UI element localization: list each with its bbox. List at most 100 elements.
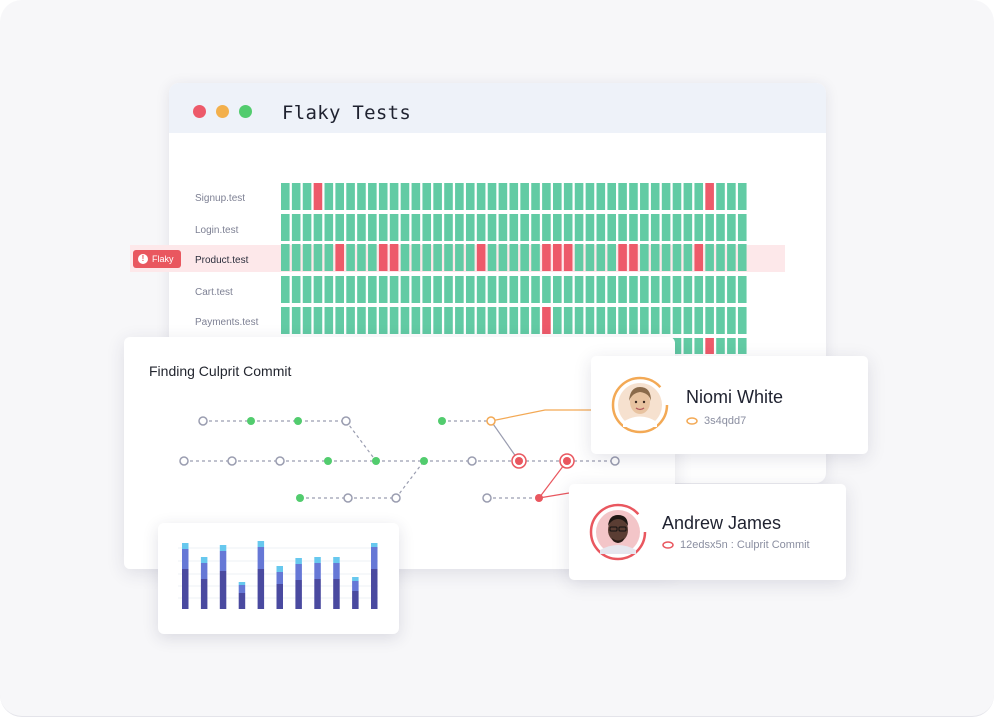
- commit-node[interactable]: [198, 416, 208, 426]
- commit-node[interactable]: [179, 456, 189, 466]
- test-run-fail-cell[interactable]: [563, 244, 573, 271]
- test-run-pass-cell[interactable]: [585, 183, 595, 210]
- test-run-pass-cell[interactable]: [650, 307, 660, 334]
- test-run-pass-cell[interactable]: [368, 214, 377, 241]
- test-run-fail-cell[interactable]: [705, 338, 714, 354]
- test-run-pass-cell[interactable]: [531, 244, 540, 271]
- test-run-pass-cell[interactable]: [585, 214, 595, 241]
- test-run-pass-cell[interactable]: [640, 214, 649, 241]
- test-run-pass-cell[interactable]: [629, 214, 638, 241]
- test-run-pass-cell[interactable]: [727, 214, 736, 241]
- test-run-pass-cell[interactable]: [302, 183, 312, 210]
- test-run-pass-cell[interactable]: [683, 214, 693, 241]
- test-run-pass-cell[interactable]: [313, 307, 323, 334]
- commit-node[interactable]: [391, 493, 401, 503]
- test-run-fail-cell[interactable]: [476, 244, 486, 271]
- test-run-pass-cell[interactable]: [302, 214, 312, 241]
- culprit-node[interactable]: [563, 457, 571, 465]
- test-run-pass-cell[interactable]: [411, 307, 421, 334]
- test-run-pass-cell[interactable]: [324, 244, 334, 271]
- test-run-pass-cell[interactable]: [727, 307, 736, 334]
- commit-node[interactable]: [275, 456, 285, 466]
- test-label-product[interactable]: Product.test: [195, 255, 249, 266]
- test-run-pass-cell[interactable]: [378, 276, 388, 303]
- test-run-pass-cell[interactable]: [411, 244, 421, 271]
- test-run-pass-cell[interactable]: [357, 276, 366, 303]
- test-run-pass-cell[interactable]: [629, 183, 638, 210]
- test-run-pass-cell[interactable]: [520, 183, 529, 210]
- test-run-pass-cell[interactable]: [737, 214, 747, 241]
- test-run-pass-cell[interactable]: [563, 307, 573, 334]
- test-run-pass-cell[interactable]: [607, 276, 616, 303]
- test-run-pass-cell[interactable]: [683, 276, 693, 303]
- test-run-pass-cell[interactable]: [357, 244, 366, 271]
- test-run-pass-cell[interactable]: [335, 307, 344, 334]
- test-run-pass-cell[interactable]: [346, 244, 355, 271]
- test-run-pass-cell[interactable]: [324, 276, 334, 303]
- test-run-pass-cell[interactable]: [661, 307, 671, 334]
- test-run-pass-cell[interactable]: [650, 276, 660, 303]
- test-run-pass-cell[interactable]: [368, 307, 377, 334]
- test-run-pass-cell[interactable]: [389, 214, 399, 241]
- test-run-pass-cell[interactable]: [433, 183, 442, 210]
- test-run-pass-cell[interactable]: [281, 214, 290, 241]
- commit-node[interactable]: [467, 456, 477, 466]
- test-run-pass-cell[interactable]: [433, 307, 442, 334]
- test-run-pass-cell[interactable]: [422, 183, 432, 210]
- test-run-pass-cell[interactable]: [672, 276, 682, 303]
- test-run-pass-cell[interactable]: [672, 214, 682, 241]
- test-run-pass-cell[interactable]: [281, 276, 290, 303]
- test-run-pass-cell[interactable]: [737, 338, 747, 354]
- test-run-pass-cell[interactable]: [553, 183, 562, 210]
- test-run-pass-cell[interactable]: [433, 244, 442, 271]
- test-run-pass-cell[interactable]: [520, 214, 529, 241]
- test-run-pass-cell[interactable]: [574, 307, 584, 334]
- test-run-pass-cell[interactable]: [563, 183, 573, 210]
- test-run-pass-cell[interactable]: [444, 214, 453, 241]
- test-run-fail-cell[interactable]: [553, 244, 562, 271]
- test-run-fail-cell[interactable]: [629, 244, 638, 271]
- test-run-pass-cell[interactable]: [683, 307, 693, 334]
- test-run-pass-cell[interactable]: [444, 183, 453, 210]
- test-run-pass-cell[interactable]: [281, 244, 290, 271]
- test-run-pass-cell[interactable]: [629, 276, 638, 303]
- test-run-pass-cell[interactable]: [498, 276, 508, 303]
- test-run-pass-cell[interactable]: [629, 307, 638, 334]
- test-run-pass-cell[interactable]: [683, 183, 693, 210]
- test-run-pass-cell[interactable]: [585, 307, 595, 334]
- test-run-pass-cell[interactable]: [389, 276, 399, 303]
- test-run-pass-cell[interactable]: [368, 276, 377, 303]
- test-run-pass-cell[interactable]: [400, 183, 410, 210]
- commit-node[interactable]: [227, 456, 237, 466]
- test-run-pass-cell[interactable]: [694, 276, 704, 303]
- test-run-pass-cell[interactable]: [291, 244, 301, 271]
- test-run-pass-cell[interactable]: [705, 276, 714, 303]
- test-run-pass-cell[interactable]: [400, 244, 410, 271]
- test-run-pass-cell[interactable]: [422, 307, 432, 334]
- test-run-pass-cell[interactable]: [389, 183, 399, 210]
- test-run-pass-cell[interactable]: [661, 276, 671, 303]
- test-run-pass-cell[interactable]: [476, 214, 486, 241]
- test-run-pass-cell[interactable]: [596, 276, 606, 303]
- test-run-pass-cell[interactable]: [607, 183, 616, 210]
- test-run-pass-cell[interactable]: [650, 214, 660, 241]
- test-run-pass-cell[interactable]: [422, 276, 432, 303]
- test-run-pass-cell[interactable]: [672, 244, 682, 271]
- test-run-pass-cell[interactable]: [672, 307, 682, 334]
- test-run-pass-cell[interactable]: [607, 307, 616, 334]
- commit-node-suspect[interactable]: [486, 416, 496, 426]
- test-run-pass-cell[interactable]: [716, 183, 725, 210]
- test-run-pass-cell[interactable]: [716, 338, 725, 354]
- test-run-pass-cell[interactable]: [368, 244, 377, 271]
- test-run-pass-cell[interactable]: [346, 214, 355, 241]
- test-run-pass-cell[interactable]: [607, 214, 616, 241]
- test-run-pass-cell[interactable]: [640, 307, 649, 334]
- person-card-andrew[interactable]: Andrew James 12edsx5n : Culprit Commit: [569, 484, 846, 580]
- test-run-pass-cell[interactable]: [357, 214, 366, 241]
- test-run-pass-cell[interactable]: [727, 338, 736, 354]
- test-run-pass-cell[interactable]: [585, 244, 595, 271]
- test-run-pass-cell[interactable]: [455, 183, 464, 210]
- test-run-pass-cell[interactable]: [737, 244, 747, 271]
- test-run-pass-cell[interactable]: [553, 214, 562, 241]
- test-run-pass-cell[interactable]: [346, 276, 355, 303]
